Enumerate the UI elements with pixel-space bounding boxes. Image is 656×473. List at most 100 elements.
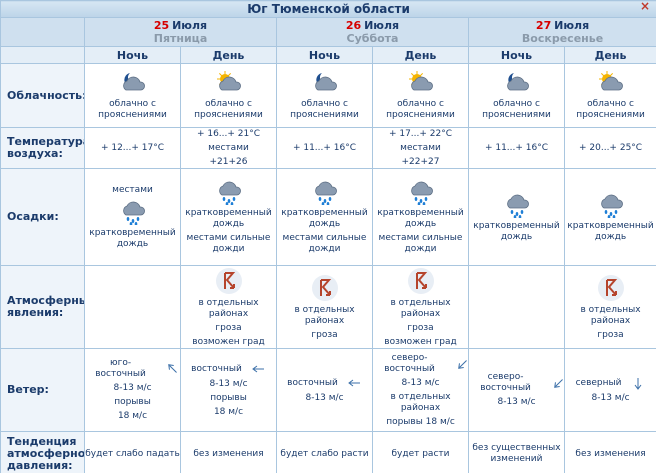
- title-cell: Юг Тюменской области ×: [0, 0, 656, 18]
- cell-content: в отдельных районах гроза: [566, 267, 656, 348]
- arrow-icon: [168, 364, 178, 373]
- rain-icon: [410, 181, 433, 205]
- data-cell: в отдельных районах гроза: [563, 265, 656, 349]
- data-row: Атмосферные явления: в отдельных районах г…: [0, 265, 656, 349]
- cell-text: в отдельных районах: [198, 297, 259, 319]
- moon-icon: [122, 73, 145, 91]
- cell-text: 8-13 м/с: [497, 397, 536, 407]
- corner-cell: [0, 17, 85, 47]
- data-row: Температура воздуха: + 12...+ 17°C + 16...…: [0, 127, 656, 169]
- cell-text: возможен град: [384, 336, 457, 347]
- close-button[interactable]: ×: [640, 0, 651, 13]
- row-label: Атмосферные явления:: [0, 265, 85, 349]
- wind-direction-line: восточный: [287, 376, 362, 390]
- cell-text: 8-13 м/с: [305, 393, 344, 403]
- cell-content: кратковременный дождь местами сильные дож…: [278, 170, 372, 265]
- day-number: 25: [153, 19, 170, 32]
- cell-text: гроза: [407, 322, 434, 333]
- rain-icon: [600, 194, 623, 218]
- wind-direction-line: восточный: [191, 362, 266, 376]
- cell-text: в отдельных районах: [390, 297, 451, 319]
- cell-text: + 11...+ 16°C: [292, 142, 357, 153]
- data-cell: + 16...+ 21°C местами +21+26: [180, 127, 277, 169]
- cell-content: + 20...+ 25°C: [566, 129, 656, 168]
- cell-text: 8-13 м/с: [113, 383, 152, 393]
- rain-icon: [122, 201, 145, 225]
- sun-icon: [216, 71, 241, 91]
- data-cell: + 20...+ 25°C: [563, 127, 656, 169]
- cell-text: + 11...+ 16°C: [484, 142, 549, 153]
- data-cell: облачно с прояснениями: [372, 63, 469, 128]
- period-header: День: [180, 46, 277, 64]
- data-cell: + 11...+ 16°C: [468, 127, 565, 169]
- cell-text: + 20...+ 25°C: [579, 142, 643, 153]
- period-header: Ночь: [276, 46, 373, 64]
- cell-text: + 17...+ 22°C: [388, 128, 453, 139]
- weekday: Пятница: [153, 32, 208, 45]
- cell-text: без существенных изменений: [472, 443, 561, 464]
- cell-content: будет расти: [374, 433, 468, 473]
- wind-direction: восточный: [191, 363, 242, 374]
- row-label: Тенденция атмосферного давления:: [0, 431, 85, 473]
- data-cell: северный 8-13 м/с: [563, 348, 656, 432]
- cell-text: в отдельных районах: [390, 391, 451, 413]
- data-cell: облачно с прояснениями: [84, 63, 181, 128]
- cell-text: + 12...+ 17°C: [100, 142, 165, 153]
- cell-content: юго-восточный 8-13 м/с порывы 18 м/с: [86, 350, 180, 431]
- data-cell: будет слабо падать: [84, 431, 181, 473]
- cell-text: 8-13 м/с: [401, 377, 440, 388]
- cell-text: гроза: [597, 329, 624, 340]
- cell-text: кратковременный дождь: [281, 208, 368, 229]
- cell-text: облачно с прояснениями: [482, 99, 551, 120]
- cell-text: порывы 18 м/с: [386, 416, 455, 427]
- cell-content: кратковременный дождь местами сильные дож…: [182, 170, 276, 265]
- data-cell: будет слабо расти: [276, 431, 373, 473]
- cell-text: местами: [400, 142, 441, 153]
- rain-icon: [314, 181, 337, 205]
- period-header: День: [372, 46, 469, 64]
- row-label: Ветер:: [0, 348, 85, 432]
- cell-content: + 11...+ 16°C: [470, 129, 564, 168]
- row-label: Температура воздуха:: [0, 127, 85, 169]
- cell-text: облачно с прояснениями: [576, 99, 645, 120]
- data-cell: кратковременный дождь местами сильные дож…: [276, 168, 373, 266]
- cell-content: в отдельных районах гроза возможен град: [374, 267, 468, 348]
- cell-content: кратковременный дождь: [566, 170, 656, 265]
- cell-text: гроза: [311, 329, 338, 340]
- month: Июля: [364, 19, 400, 32]
- data-cell: в отдельных районах гроза возможен град: [372, 265, 469, 349]
- data-row: Осадки: местами кратковременный дождь кратк…: [0, 168, 656, 266]
- cell-content: облачно с прояснениями: [278, 65, 372, 127]
- rain-icon: [506, 194, 529, 218]
- cell-content: северный 8-13 м/с: [566, 350, 656, 431]
- cell-content: восточный 8-13 м/с: [278, 350, 372, 431]
- cell-content: в отдельных районах гроза: [278, 267, 372, 348]
- data-cell: облачно с прояснениями: [468, 63, 565, 128]
- data-cell: в отдельных районах гроза: [276, 265, 373, 349]
- cell-content: облачно с прояснениями: [86, 65, 180, 127]
- cell-content: + 17...+ 22°C местами +22+27: [374, 128, 468, 168]
- cell-content: в отдельных районах гроза возможен град: [182, 267, 276, 348]
- data-cell: кратковременный дождь: [468, 168, 565, 266]
- arrow-icon: [458, 359, 468, 369]
- moon-icon: [314, 73, 337, 91]
- cell-text: облачно с прояснениями: [98, 99, 167, 120]
- storm-icon: [407, 267, 434, 294]
- weekday: Воскресенье: [521, 32, 604, 45]
- date-cell: 25 Июля Пятница: [84, 17, 277, 47]
- data-cell: + 11...+ 16°C: [276, 127, 373, 169]
- cell-text: без изменения: [193, 448, 264, 459]
- arrow-icon: [554, 379, 564, 388]
- data-cell: [468, 265, 565, 349]
- cell-text: порывы: [114, 397, 151, 407]
- rain-icon: [218, 181, 241, 205]
- period-row: Ночь День Ночь День Ночь День: [0, 46, 656, 64]
- moon-icon: [506, 73, 529, 91]
- cell-text: местами: [112, 184, 153, 195]
- wind-direction-line: юго-восточный: [86, 358, 180, 380]
- cell-content: без существенных изменений: [470, 433, 564, 473]
- arrow-icon: [635, 378, 642, 390]
- data-cell: облачно с прояснениями: [180, 63, 277, 128]
- cell-content: [470, 267, 564, 348]
